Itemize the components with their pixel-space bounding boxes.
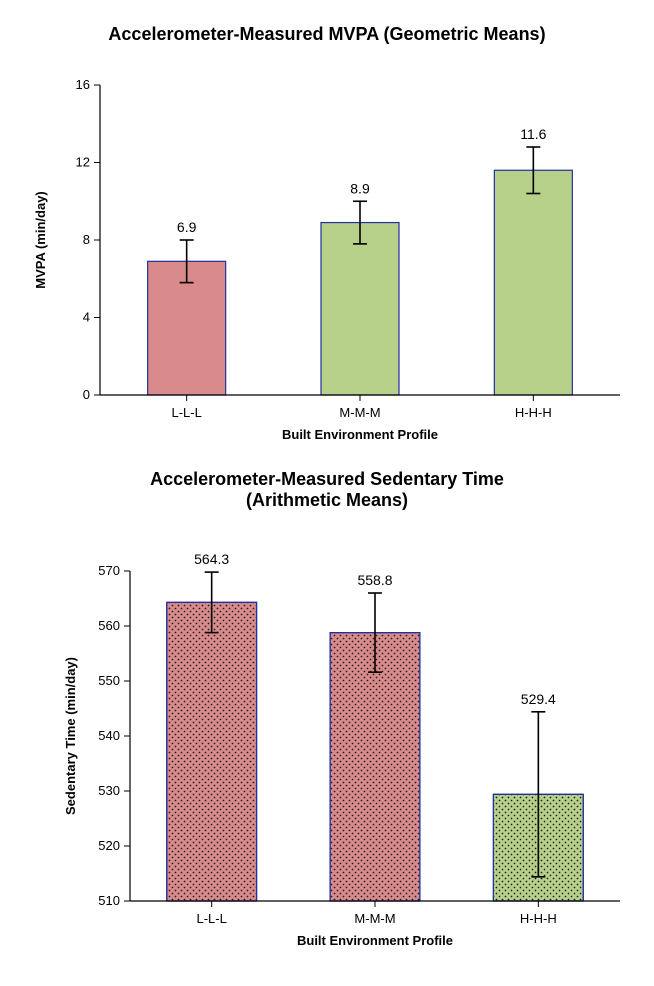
y-tick-label: 510 [98, 893, 120, 908]
y-tick-label: 550 [98, 673, 120, 688]
y-tick-label: 0 [83, 387, 90, 402]
page: Accelerometer-Measured MVPA (Geometric M… [0, 0, 654, 940]
x-tick-label: L-L-L [196, 911, 226, 926]
sedentary-chart: Accelerometer-Measured Sedentary Time(Ar… [0, 465, 654, 935]
y-tick-label: 16 [76, 77, 90, 92]
sedentary-chart-svg: 510 520 530 540 550 560 570 564.3 L-L-L 558.8 M-M-… [0, 511, 654, 981]
y-tick-label: 540 [98, 728, 120, 743]
x-tick-label: H-H-H [520, 911, 557, 926]
bar-value-label: 558.8 [357, 572, 392, 588]
y-tick-label: 570 [98, 563, 120, 578]
bar-pattern [167, 602, 257, 901]
bar [321, 223, 399, 395]
x-tick-label: L-L-L [171, 405, 201, 420]
bar-value-label: 8.9 [350, 180, 370, 196]
y-tick-label: 530 [98, 783, 120, 798]
mvpa-chart-svg: 0 4 8 12 16 6.9 L-L-L 8.9 M-M-M 11.6 H-H-H Built En… [0, 45, 654, 485]
mvpa-chart-title: Accelerometer-Measured MVPA (Geometric M… [0, 20, 654, 45]
x-axis-label: Built Environment Profile [282, 427, 438, 442]
y-tick-label: 520 [98, 838, 120, 853]
bar-value-label: 564.3 [194, 551, 229, 567]
mvpa-chart: Accelerometer-Measured MVPA (Geometric M… [0, 20, 654, 460]
bar-value-label: 529.4 [521, 691, 556, 707]
y-tick-label: 8 [83, 232, 90, 247]
x-tick-label: H-H-H [515, 405, 552, 420]
sedentary-chart-title: Accelerometer-Measured Sedentary Time(Ar… [0, 465, 654, 511]
x-axis-label: Built Environment Profile [297, 933, 453, 948]
x-tick-label: M-M-M [339, 405, 380, 420]
y-axis-label: MVPA (min/day) [33, 191, 48, 289]
bar [494, 170, 572, 395]
y-axis-label: Sedentary Time (min/day) [63, 657, 78, 815]
bar-value-label: 11.6 [520, 126, 546, 142]
x-tick-label: M-M-M [354, 911, 395, 926]
y-tick-label: 4 [83, 310, 90, 325]
y-tick-label: 12 [76, 155, 90, 170]
bar-value-label: 6.9 [177, 219, 197, 235]
y-tick-label: 560 [98, 618, 120, 633]
